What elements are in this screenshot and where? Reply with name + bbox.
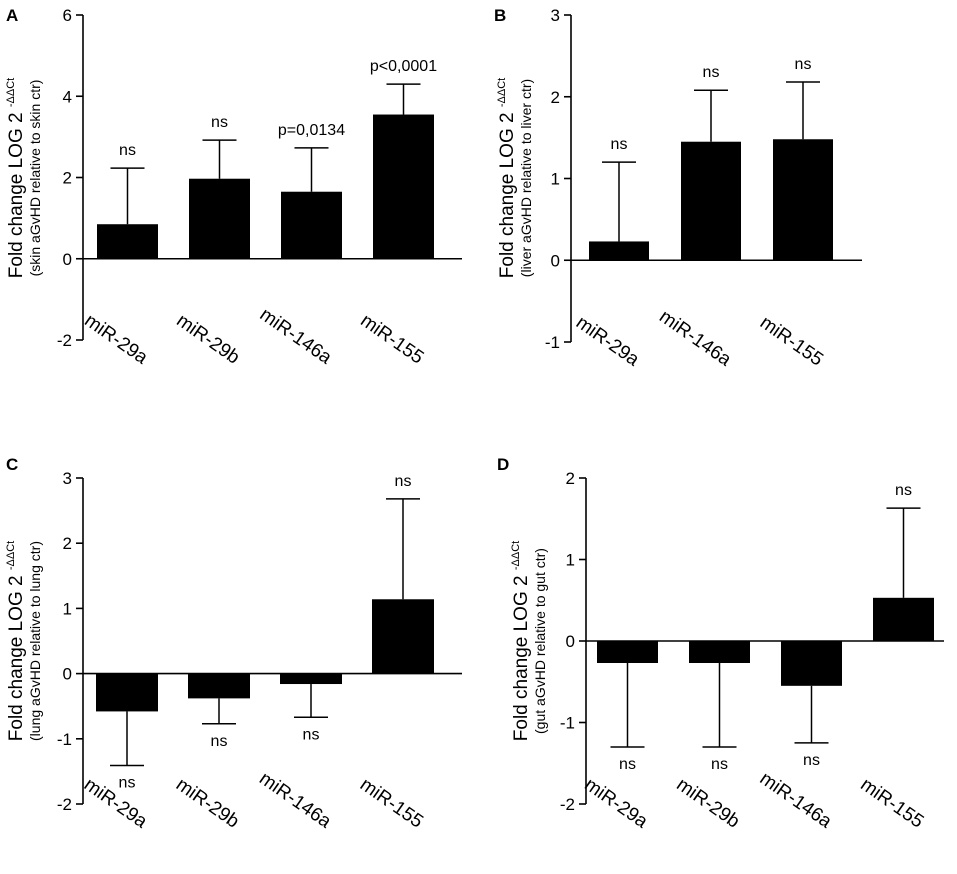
y-tick-label: 1 [63,599,72,618]
bar [689,641,750,664]
significance-label: ns [703,64,720,81]
significance-label: ns [895,482,912,499]
chart-panel-a: A -2 0 2 4 6 ns miR-29a ns miR-29b p=0,0134 miR-146… [5,6,462,369]
category-label: miR-146a [255,768,335,833]
y-tick-label: 2 [551,88,560,107]
y-tick-label: -2 [560,795,575,814]
category-label: miR-29b [672,774,743,832]
bar [373,114,434,259]
category-label: miR-155 [856,774,927,832]
category-label: miR-155 [756,312,827,370]
bar [280,673,342,685]
y-tick-label: 0 [566,632,575,651]
y-axis-sublabel: (liver aGvHD relative to liver ctr) [518,79,534,277]
bar [189,178,250,259]
bar [281,191,342,259]
bar [773,139,833,261]
y-tick-label: 3 [63,469,72,488]
significance-label: ns [711,756,728,773]
y-axis-label-superscript: -ΔΔCt [5,541,17,570]
y-axis-label: Fold change LOG 2 -ΔΔCt [510,541,532,741]
category-label: miR-29b [172,774,243,832]
significance-label: p<0,0001 [370,58,437,75]
significance-label: ns [795,56,812,73]
chart-panel-b: B -1 0 1 2 3 ns miR-29a ns miR-146a ns miR-155 Fold … [494,6,862,371]
y-axis-label: Fold change LOG 2 -ΔΔCt [5,541,27,741]
category-label: miR-155 [356,310,427,368]
y-axis-label-superscript: -ΔΔCt [5,78,17,107]
bar [873,597,934,641]
category-label: miR-146a [655,306,735,371]
y-axis-sublabel: (gut aGvHD relative to gut ctr) [532,548,548,734]
y-tick-label: 0 [551,251,560,270]
significance-label: ns [211,114,228,131]
y-tick-label: 3 [551,6,560,25]
significance-label: p=0,0134 [278,122,345,139]
category-label: miR-29a [580,774,651,833]
panel-letter: B [494,6,506,25]
y-tick-label: -1 [545,333,560,352]
y-tick-label: 0 [63,665,72,684]
significance-label: ns [119,142,136,159]
chart-panel-c: C-2-10123nsmiR-29ansmiR-29bnsmiR-146ansm… [5,455,462,833]
y-axis-label: Fold change LOG 2 -ΔΔCt [5,78,27,278]
y-tick-label: 4 [63,87,72,106]
bar [597,641,658,664]
y-tick-label: 2 [63,169,72,188]
panel-letter: D [497,455,509,474]
bar [96,673,158,712]
category-label: miR-155 [356,774,427,832]
category-label: miR-29b [172,310,243,368]
category-label: miR-29a [572,312,643,371]
category-label: miR-29a [80,310,151,369]
y-axis-sublabel: (skin aGvHD relative to skin ctr) [27,80,43,277]
significance-label: ns [803,752,820,769]
y-tick-label: 2 [566,469,575,488]
chart-panel-d: D-2-1012nsmiR-29ansmiR-29bnsmiR-146ansmi… [497,455,944,833]
y-tick-label: -1 [57,730,72,749]
panel-letter: A [6,6,18,25]
y-tick-label: -2 [57,331,72,350]
bar [188,673,250,699]
significance-label: ns [619,756,636,773]
panel-letter: C [6,455,18,474]
category-label: miR-146a [256,304,336,369]
significance-label: ns [211,733,228,750]
bar [97,224,158,259]
category-label: miR-146a [756,768,836,833]
y-axis-label: Fold change LOG 2 -ΔΔCt [496,78,518,278]
y-tick-label: 6 [63,6,72,25]
bar [372,599,434,674]
significance-label: ns [395,473,412,490]
y-tick-label: -1 [560,714,575,733]
bar [781,641,842,686]
y-axis-sublabel: (lung aGvHD relative to lung ctr) [27,541,43,741]
y-tick-label: 1 [566,551,575,570]
significance-label: ns [119,775,136,792]
y-tick-label: 1 [551,170,560,189]
bar [681,141,741,261]
y-axis-label-superscript: -ΔΔCt [510,541,522,570]
y-tick-label: -2 [57,795,72,814]
category-label: miR-29a [80,774,151,833]
bar [589,241,649,261]
y-tick-label: 0 [63,250,72,269]
y-axis-label-superscript: -ΔΔCt [496,78,508,107]
significance-label: ns [303,726,320,743]
significance-label: ns [611,136,628,153]
y-tick-label: 2 [63,534,72,553]
